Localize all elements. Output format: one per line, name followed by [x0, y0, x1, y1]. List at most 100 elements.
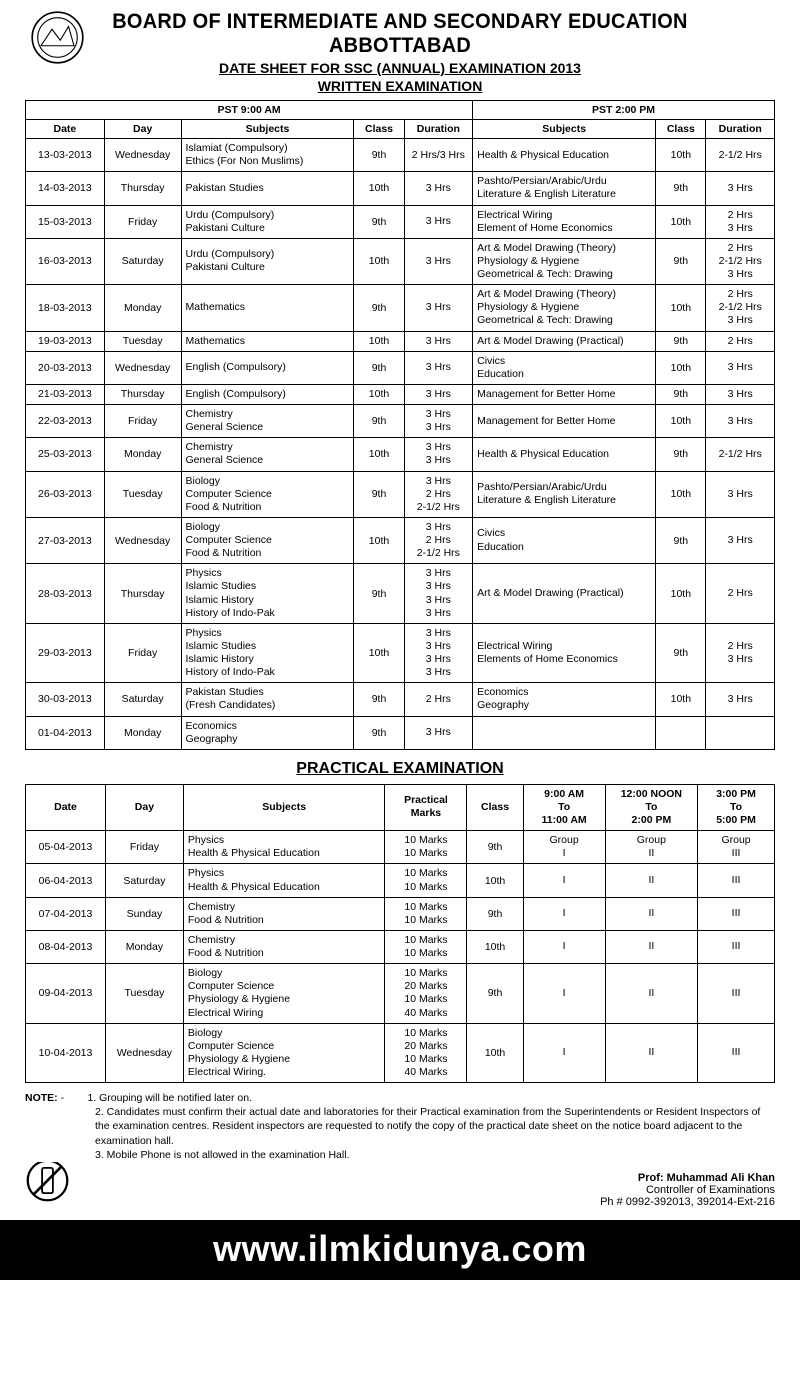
cell-pm-subject: Art & Model Drawing (Theory)Physiology &…: [473, 238, 656, 284]
cell-pm-class: 10th: [656, 683, 706, 716]
cell-pm-duration: 2-1/2 Hrs: [706, 139, 775, 172]
cell-date: 06-04-2013: [26, 864, 106, 897]
cell-class: 10th: [467, 1023, 523, 1083]
cell-pm-duration: 3 Hrs: [706, 172, 775, 205]
cell-day: Saturday: [104, 683, 181, 716]
cell-group-2: II: [605, 964, 697, 1024]
cell-date: 10-04-2013: [26, 1023, 106, 1083]
table-row: 05-04-2013FridayPhysicsHealth & Physical…: [26, 831, 775, 864]
cell-am-subject: Pakistan Studies: [181, 172, 354, 205]
cell-am-subject: Mathematics: [181, 331, 354, 351]
exam-type-title: WRITTEN EXAMINATION: [25, 78, 775, 94]
cell-pm-duration: 2 Hrs2-1/2 Hrs3 Hrs: [706, 285, 775, 331]
cell-am-subject: BiologyComputer ScienceFood & Nutrition: [181, 517, 354, 563]
pcol-day: Day: [105, 784, 183, 830]
cell-pm-subject: Art & Model Drawing (Theory)Physiology &…: [473, 285, 656, 331]
footer-url: www.ilmkidunya.com: [0, 1220, 800, 1280]
cell-group-1: I: [523, 897, 605, 930]
cell-group-1: GroupI: [523, 831, 605, 864]
cell-day: Wednesday: [104, 517, 181, 563]
cell-pm-subject: Art & Model Drawing (Practical): [473, 564, 656, 624]
cell-day: Tuesday: [104, 471, 181, 517]
cell-day: Sunday: [105, 897, 183, 930]
morning-session-header: PST 9:00 AM: [26, 101, 473, 120]
cell-day: Thursday: [104, 564, 181, 624]
table-row: 25-03-2013MondayChemistryGeneral Science…: [26, 438, 775, 471]
table-row: 20-03-2013WednesdayEnglish (Compulsory)9…: [26, 351, 775, 384]
cell-am-subject: Urdu (Compulsory)Pakistani Culture: [181, 238, 354, 284]
cell-day: Friday: [105, 831, 183, 864]
cell-day: Wednesday: [105, 1023, 183, 1083]
cell-subject: PhysicsHealth & Physical Education: [183, 864, 385, 897]
cell-pm-duration: 3 Hrs: [706, 405, 775, 438]
note-1: 1. Grouping will be notified later on.: [87, 1092, 252, 1104]
cell-date: 09-04-2013: [26, 964, 106, 1024]
cell-date: 29-03-2013: [26, 623, 105, 683]
cell-am-class: 9th: [354, 205, 404, 238]
note-2: 2. Candidates must confirm their actual …: [95, 1105, 775, 1148]
controller-phone: Ph # 0992-392013, 392014-Ext-216: [600, 1196, 775, 1208]
cell-group-3: III: [698, 864, 775, 897]
cell-pm-duration: 2 Hrs3 Hrs: [706, 623, 775, 683]
note-label: NOTE: [25, 1092, 54, 1104]
cell-date: 08-04-2013: [26, 930, 106, 963]
cell-pm-duration: 2 Hrs: [706, 564, 775, 624]
cell-pm-duration: 2 Hrs2-1/2 Hrs3 Hrs: [706, 238, 775, 284]
written-header-row: Date Day Subjects Class Duration Subject…: [26, 120, 775, 139]
cell-am-duration: 3 Hrs3 Hrs3 Hrs3 Hrs: [404, 564, 473, 624]
cell-subject: ChemistryFood & Nutrition: [183, 930, 385, 963]
cell-day: Wednesday: [104, 139, 181, 172]
cell-group-3: III: [698, 930, 775, 963]
cell-am-subject: BiologyComputer ScienceFood & Nutrition: [181, 471, 354, 517]
cell-am-duration: 3 Hrs: [404, 716, 473, 749]
cell-pm-class: 9th: [656, 623, 706, 683]
cell-pm-subject: Management for Better Home: [473, 405, 656, 438]
note-3: 3. Mobile Phone is not allowed in the ex…: [95, 1148, 349, 1162]
afternoon-session-header: PST 2:00 PM: [473, 101, 775, 120]
cell-date: 07-04-2013: [26, 897, 106, 930]
cell-class: 9th: [467, 897, 523, 930]
cell-marks: 10 Marks10 Marks: [385, 831, 467, 864]
cell-pm-class: 9th: [656, 172, 706, 205]
table-row: 21-03-2013ThursdayEnglish (Compulsory)10…: [26, 384, 775, 404]
col-class-am: Class: [354, 120, 404, 139]
cell-class: 10th: [467, 864, 523, 897]
cell-am-class: 10th: [354, 172, 404, 205]
practical-header-row: Date Day Subjects PracticalMarks Class 9…: [26, 784, 775, 830]
signature-block: Prof: Muhammad Ali Khan Controller of Ex…: [25, 1172, 775, 1208]
cell-group-1: I: [523, 1023, 605, 1083]
cell-date: 19-03-2013: [26, 331, 105, 351]
cell-date: 14-03-2013: [26, 172, 105, 205]
col-duration-am: Duration: [404, 120, 473, 139]
table-row: 07-04-2013SundayChemistryFood & Nutritio…: [26, 897, 775, 930]
cell-am-subject: English (Compulsory): [181, 384, 354, 404]
cell-am-duration: 3 Hrs3 Hrs: [404, 405, 473, 438]
cell-am-duration: 2 Hrs/3 Hrs: [404, 139, 473, 172]
cell-pm-class: 10th: [656, 564, 706, 624]
cell-group-2: GroupII: [605, 831, 697, 864]
cell-pm-subject: Art & Model Drawing (Practical): [473, 331, 656, 351]
cell-day: Monday: [105, 930, 183, 963]
cell-group-3: III: [698, 964, 775, 1024]
cell-pm-class: 9th: [656, 384, 706, 404]
pcol-slot1: 9:00 AMTo11:00 AM: [523, 784, 605, 830]
practical-exam-table: Date Day Subjects PracticalMarks Class 9…: [25, 784, 775, 1083]
cell-subject: ChemistryFood & Nutrition: [183, 897, 385, 930]
cell-pm-class: 10th: [656, 351, 706, 384]
cell-subject: PhysicsHealth & Physical Education: [183, 831, 385, 864]
table-row: 06-04-2013SaturdayPhysicsHealth & Physic…: [26, 864, 775, 897]
cell-pm-subject: Electrical WiringElement of Home Economi…: [473, 205, 656, 238]
sheet-title: DATE SHEET FOR SSC (ANNUAL) EXAMINATION …: [25, 60, 775, 76]
cell-date: 25-03-2013: [26, 438, 105, 471]
cell-am-class: 10th: [354, 384, 404, 404]
cell-pm-class: 9th: [656, 438, 706, 471]
cell-date: 15-03-2013: [26, 205, 105, 238]
table-row: 16-03-2013SaturdayUrdu (Compulsory)Pakis…: [26, 238, 775, 284]
cell-group-2: II: [605, 1023, 697, 1083]
table-row: 09-04-2013TuesdayBiologyComputer Science…: [26, 964, 775, 1024]
controller-name: Prof: Muhammad Ali Khan: [638, 1172, 775, 1184]
cell-am-class: 9th: [354, 351, 404, 384]
cell-day: Friday: [104, 205, 181, 238]
table-row: 15-03-2013FridayUrdu (Compulsory)Pakista…: [26, 205, 775, 238]
cell-am-class: 10th: [354, 438, 404, 471]
